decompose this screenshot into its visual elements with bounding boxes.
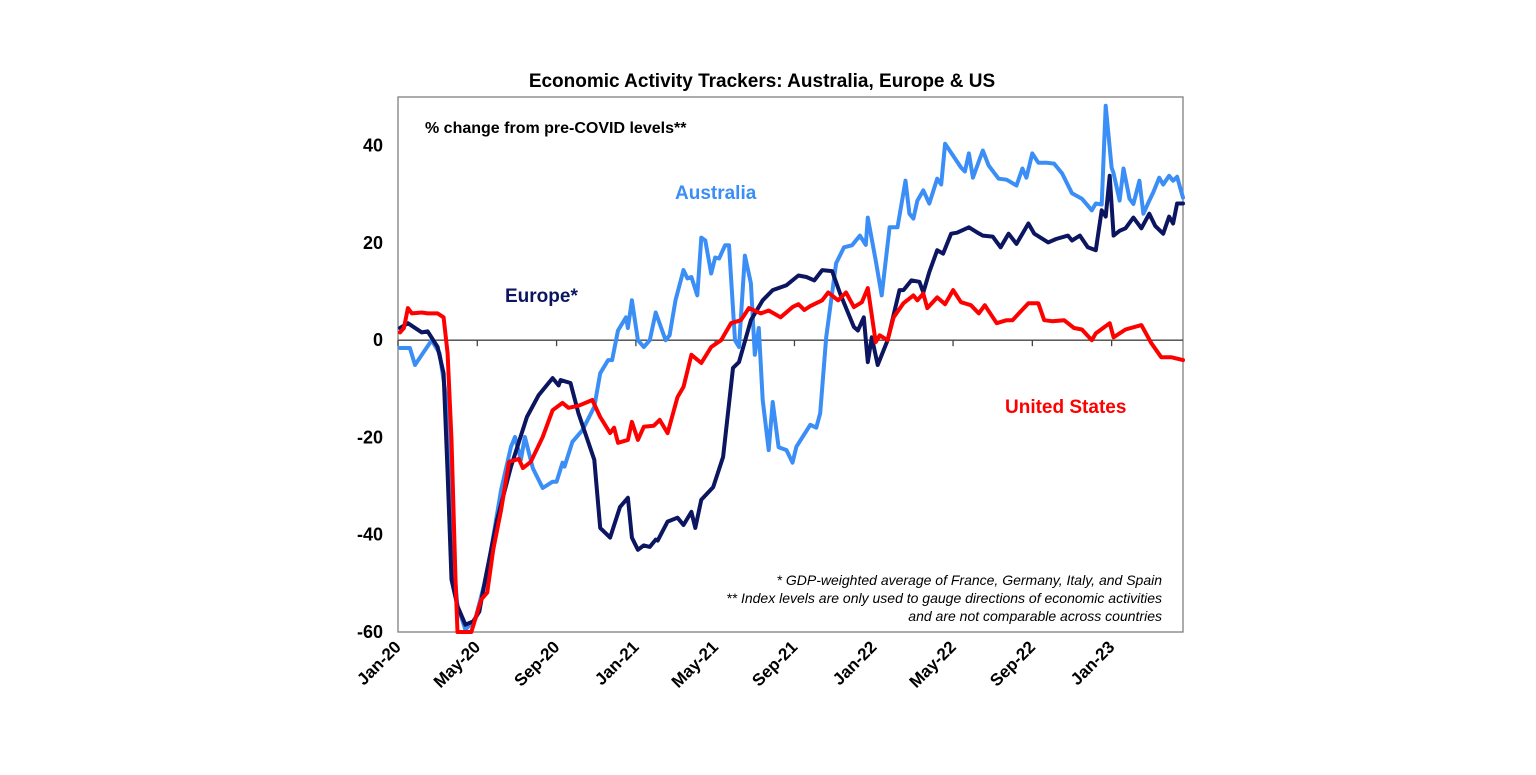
- y-tick-label: -40: [357, 525, 383, 545]
- x-tick-label: Jan-21: [591, 637, 643, 689]
- y-tick-label: -20: [357, 427, 383, 447]
- y-tick-label: 40: [363, 136, 383, 156]
- x-tick-label: Jan-23: [1067, 637, 1119, 689]
- x-tick-label: May-21: [668, 637, 722, 691]
- series-label-australia: Australia: [675, 183, 757, 204]
- x-tick-label: Sep-20: [511, 637, 564, 690]
- series-label-europe: Europe*: [505, 286, 578, 307]
- x-tick-label: Jan-20: [353, 637, 405, 689]
- footnote-1: * GDP-weighted average of France, German…: [777, 572, 1163, 588]
- x-tick-label: Jan-22: [829, 637, 881, 689]
- y-tick-label: 0: [373, 330, 383, 350]
- y-tick-label: -60: [357, 622, 383, 642]
- chart-subtitle: % change from pre-COVID levels**: [425, 120, 687, 137]
- plot-area: [397, 96, 1184, 633]
- y-tick-label: 20: [363, 233, 383, 253]
- chart-title: Economic Activity Trackers: Australia, E…: [529, 71, 995, 92]
- x-tick-label: Sep-22: [986, 637, 1039, 690]
- series-label-united-states: United States: [1005, 397, 1126, 418]
- x-tick-label: May-20: [430, 637, 484, 691]
- x-tick-label: May-22: [906, 637, 960, 691]
- series-line-australia: [398, 103, 1185, 632]
- x-tick-label: Sep-21: [748, 637, 801, 690]
- series-line-united-states: [398, 286, 1185, 634]
- footnote-3: and are not comparable across countries: [908, 608, 1162, 624]
- footnote-2: ** Index levels are only used to gauge d…: [726, 590, 1162, 606]
- series-line-europe: [398, 173, 1185, 627]
